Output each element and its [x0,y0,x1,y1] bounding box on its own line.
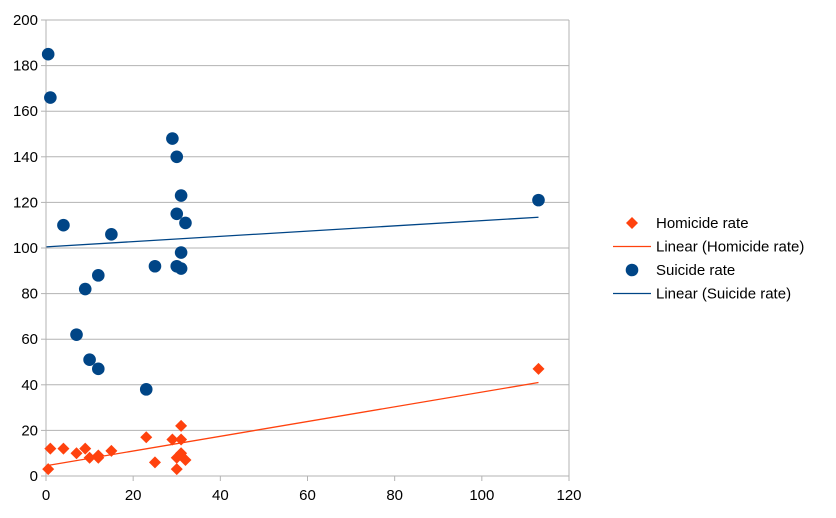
data-point-suicide [166,132,179,145]
y-tick-label: 100 [13,240,38,257]
data-point-homicide [57,442,70,455]
legend-marker-diamond [626,217,638,229]
legend-label: Suicide rate [656,262,735,279]
data-point-suicide [57,218,70,232]
x-tick-label: 40 [212,487,229,504]
data-point-suicide [174,246,188,259]
y-tick-label: 0 [30,468,38,485]
y-tick-label: 60 [21,331,38,348]
data-point-suicide [174,189,188,202]
data-point-homicide [92,451,105,464]
data-point-homicide [70,447,83,460]
data-point-homicide [175,419,188,432]
trendline [45,381,539,467]
x-tick-label: 80 [386,487,403,504]
x-tick-label: 20 [125,487,142,504]
data-point-suicide [83,353,96,367]
data-point-suicide [78,282,92,296]
x-tick-label: 120 [556,487,581,504]
data-point-suicide [170,150,184,164]
legend: Homicide rate Linear (Homicide rate) Suici… [613,215,804,303]
data-point-suicide [139,383,153,396]
data-point-homicide [140,431,153,444]
data-point-suicide [44,91,57,104]
y-tick-label: 140 [13,149,38,166]
data-point-suicide [179,216,192,230]
data-point-homicide [44,442,57,455]
data-point-suicide [41,47,55,61]
tick-labels: 0 20 40 60 80 100 120 140 160 180 200 0 20 40 60 80 100 1… [13,12,582,504]
trendlines [45,216,539,467]
legend-label: Linear (Homicide rate) [656,239,804,256]
data-point-homicide [532,362,545,375]
data-point-homicide [79,442,92,455]
data-point-homicide [175,433,188,446]
data-point-homicide [179,454,192,467]
data-point-suicide [105,228,118,241]
y-tick-label: 120 [13,194,38,211]
data-point-suicide [92,362,105,376]
x-tick-label: 0 [42,487,50,504]
y-tick-label: 180 [13,58,38,75]
data-point-suicide [70,328,83,341]
data-point-homicide [170,463,183,476]
data-point-suicide [532,193,545,207]
data-point-suicide [92,269,105,282]
x-tick-label: 100 [469,487,494,504]
grid-lines [46,19,570,477]
y-tick-label: 160 [13,103,38,120]
y-tick-label: 80 [21,286,38,303]
legend-marker-circle [625,263,639,277]
legend-label: Homicide rate [656,215,749,232]
legend-label: Linear (Suicide rate) [656,286,791,303]
trendline [45,216,539,248]
data-point-homicide [148,456,161,469]
data-point-suicide [148,259,162,273]
x-tick-label: 60 [299,487,316,504]
y-tick-label: 20 [21,422,38,439]
data-point-suicide [170,207,184,221]
axes [41,19,570,481]
data-points [41,47,545,476]
data-point-homicide [166,433,179,446]
data-point-suicide [174,262,188,275]
y-tick-label: 40 [21,377,38,394]
data-point-homicide [105,444,118,457]
y-tick-label: 200 [13,12,38,29]
data-point-homicide [42,463,55,476]
data-point-homicide [83,451,96,464]
